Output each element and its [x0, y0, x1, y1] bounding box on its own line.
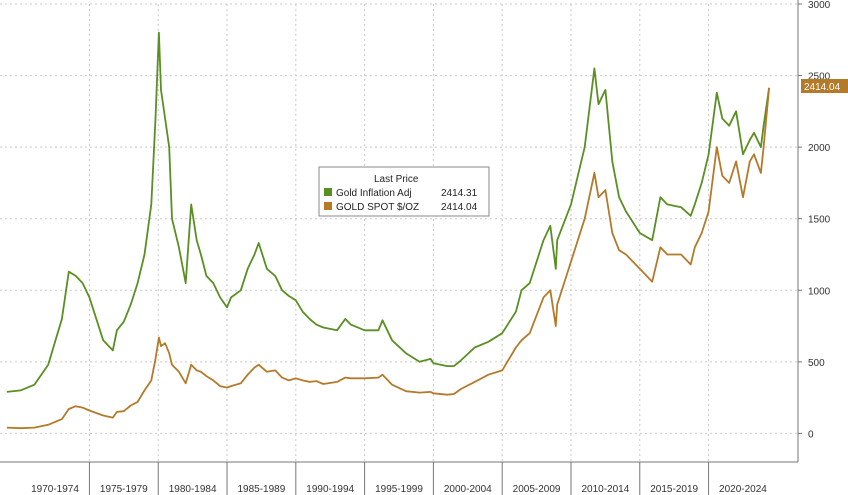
x-tick-label: 2010-2014	[581, 484, 629, 495]
legend-box	[318, 166, 490, 217]
x-tick-label: 1990-1994	[306, 484, 354, 495]
x-tick-label: 1970-1974	[31, 484, 79, 495]
legend-label-inflation-adj: Gold Inflation Adj	[336, 188, 412, 199]
y-tick-label: 0	[808, 429, 814, 440]
grid-layer	[0, 3, 798, 462]
x-tick-label: 1975-1979	[100, 484, 148, 495]
legend: Last Price Gold Inflation Adj 2414.31 GO…	[318, 166, 490, 217]
legend-title: Last Price	[374, 174, 419, 185]
y-tick-label: 1500	[808, 215, 831, 226]
legend-value-inflation-adj: 2414.31	[441, 188, 478, 199]
y-tick-label: 500	[808, 358, 825, 369]
series-line-gold-spot	[6, 87, 770, 430]
x-tick-label: 1985-1989	[237, 484, 285, 495]
legend-swatch-inflation-adj	[324, 188, 332, 196]
x-tick-label: 2000-2004	[444, 484, 492, 495]
x-tick-label: 2015-2019	[650, 484, 698, 495]
y-tick-label: 1000	[808, 286, 831, 297]
series-line-gold-inflation-adj	[6, 31, 770, 393]
axis-layer: 0 500 1000 1500 2000 2500 3000 1970-1974 1975-19…	[0, 0, 831, 495]
x-tick-label: 1980-1984	[169, 484, 217, 495]
last-value-badge	[801, 79, 848, 93]
x-tick-label: 1995-1999	[375, 484, 423, 495]
y-tick-label: 3000	[808, 0, 831, 11]
x-tick-label: 2005-2009	[513, 484, 561, 495]
legend-label-gold-spot: GOLD SPOT $/OZ	[336, 202, 419, 213]
series-layer	[6, 31, 770, 430]
x-tick-label: 2020-2024	[719, 484, 767, 495]
legend-value-gold-spot: 2414.04	[441, 202, 478, 213]
last-value-text: 2414.04	[804, 82, 841, 93]
y-tick-label: 2500	[808, 72, 831, 83]
last-value-label: 2414.04	[801, 79, 848, 93]
y-tick-label: 2000	[808, 143, 831, 154]
legend-swatch-gold-spot	[324, 202, 332, 210]
